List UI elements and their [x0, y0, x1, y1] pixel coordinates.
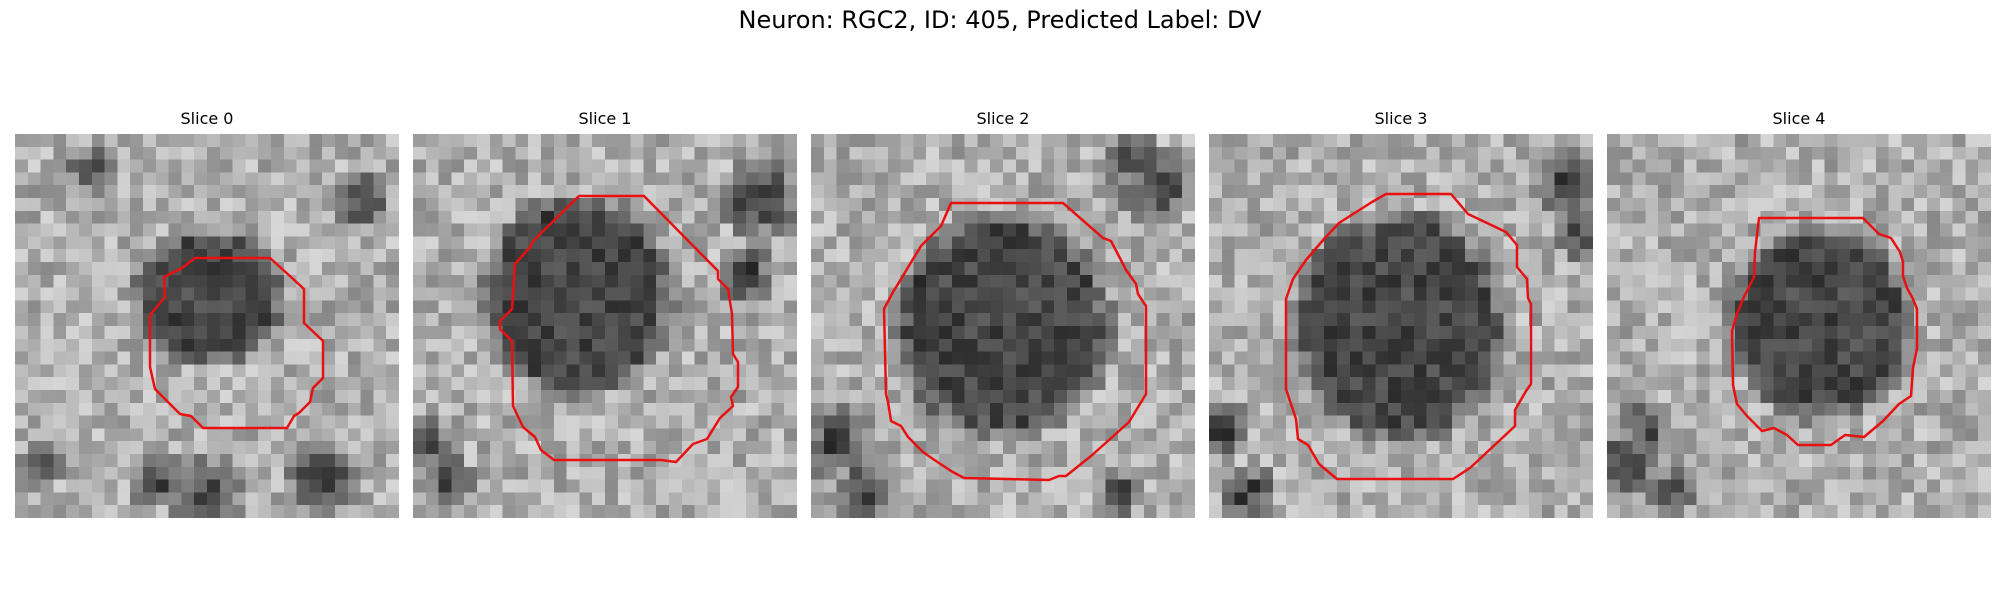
grayscale-image [15, 134, 399, 518]
panel-title: Slice 4 [1772, 109, 1826, 128]
slice-image [413, 134, 797, 518]
slice-image [1209, 134, 1593, 518]
panel-title: Slice 3 [1374, 109, 1428, 128]
slice-image [1607, 134, 1991, 518]
grayscale-image [1209, 134, 1593, 518]
slice-image [811, 134, 1195, 518]
panel-slice-2: Slice 2 [811, 108, 1195, 518]
neuron-contour [882, 201, 1148, 482]
panel-title: Slice 0 [180, 109, 234, 128]
slice-image [15, 134, 399, 518]
grayscale-image [811, 134, 1195, 518]
panel-slice-4: Slice 4 [1607, 108, 1991, 518]
figure-title: Neuron: RGC2, ID: 405, Predicted Label: … [738, 6, 1262, 34]
neuron-contour [148, 256, 325, 430]
panel-slice-1: Slice 1 [413, 108, 797, 518]
neuron-contour [498, 194, 740, 464]
neuron-contour [1730, 216, 1919, 447]
panel-slice-0: Slice 0 [15, 108, 399, 518]
panel-title: Slice 2 [976, 109, 1030, 128]
panel-slice-3: Slice 3 [1209, 108, 1593, 518]
grayscale-image [1607, 134, 1991, 518]
neuron-contour [1284, 192, 1533, 481]
panel-title: Slice 1 [578, 109, 632, 128]
